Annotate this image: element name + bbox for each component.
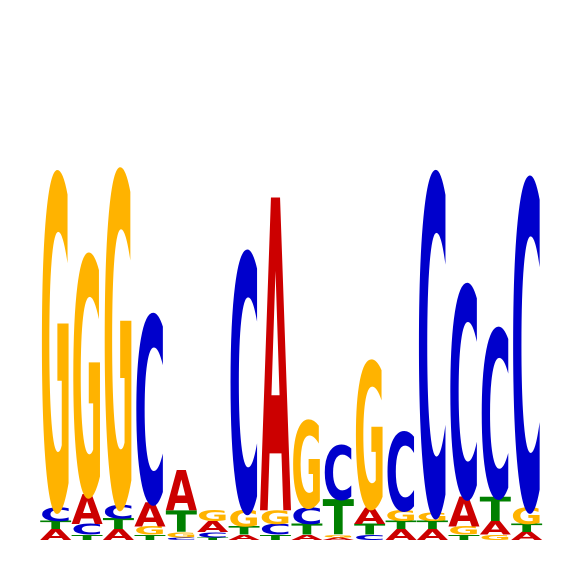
- logo-letter-G: G: [417, 511, 448, 524]
- logo-letter-C: C: [103, 501, 134, 523]
- logo-letter-G: G: [40, 86, 71, 566]
- logo-letter-C: C: [228, 186, 259, 566]
- logo-letter-C: C: [291, 504, 322, 530]
- logo-letter-A: A: [103, 527, 135, 544]
- logo-letter-T: T: [228, 524, 260, 537]
- logo-letter-A: A: [480, 518, 512, 539]
- logo-letter-T: T: [71, 533, 103, 542]
- logo-letter-A: A: [385, 527, 417, 544]
- logo-letter-T: T: [385, 519, 417, 532]
- logo-letter-T: T: [40, 519, 72, 532]
- logo-letter-A: A: [448, 488, 480, 536]
- logo-letter-A: A: [71, 486, 103, 534]
- logo-letter-T: T: [480, 491, 512, 529]
- logo-letter-G: G: [323, 534, 354, 538]
- logo-letter-G: G: [448, 524, 479, 537]
- logo-letter-C: C: [417, 85, 448, 566]
- logo-letter-T: T: [103, 516, 135, 533]
- logo-letter-C: C: [197, 531, 228, 539]
- logo-letter-T: T: [166, 505, 198, 539]
- logo-letter-T: T: [448, 533, 480, 542]
- logo-letter-G: G: [354, 323, 385, 555]
- logo-letter-C: C: [448, 230, 479, 566]
- logo-letter-T: T: [197, 537, 229, 541]
- logo-letter-G: G: [260, 507, 291, 529]
- logo-letter-T: T: [323, 491, 354, 547]
- logo-letter-G: G: [103, 84, 134, 566]
- logo-letter-C: C: [385, 412, 416, 537]
- logo-letter-T: T: [417, 519, 449, 532]
- logo-letter-C: C: [71, 521, 102, 539]
- logo-letter-C: C: [260, 521, 291, 539]
- logo-letter-T: T: [511, 522, 543, 535]
- logo-letter-G: G: [134, 524, 165, 537]
- logo-letter-A: A: [511, 530, 542, 543]
- logo-letter-G: G: [197, 507, 228, 524]
- logo-letter-G: G: [291, 397, 322, 536]
- logo-letter-C: C: [480, 284, 511, 551]
- logo-letter-A: A: [354, 503, 386, 529]
- logo-letter-C: C: [166, 537, 197, 541]
- logo-letter-A: A: [197, 519, 229, 536]
- logo-letter-A: A: [40, 527, 72, 544]
- logo-letter-C: C: [511, 92, 542, 566]
- logo-letter-A: A: [228, 533, 260, 542]
- logo-letter-A: A: [166, 460, 198, 524]
- logo-letter-T: T: [260, 533, 292, 542]
- logo-letter-T: T: [291, 521, 323, 538]
- logo-letter-C: C: [354, 533, 385, 541]
- logo-letter-T: T: [354, 521, 386, 538]
- logo-letter-T: T: [134, 533, 166, 542]
- logo-letter-G: G: [166, 531, 197, 540]
- logo-letter-G: G: [480, 533, 511, 542]
- logo-letter-A: A: [291, 533, 323, 542]
- logo-letter-A: A: [260, 112, 292, 566]
- logo-letter-C: C: [134, 266, 165, 563]
- logo-letter-G: G: [385, 507, 416, 524]
- logo-letter-A: A: [323, 537, 355, 541]
- logo-letter-C: C: [40, 504, 71, 526]
- logo-letter-G: G: [511, 504, 542, 530]
- logo-letter-G: G: [228, 507, 259, 533]
- logo-letter-G: G: [71, 192, 102, 566]
- logo-letter-A: A: [134, 496, 166, 535]
- logo-letter-A: A: [417, 527, 449, 544]
- logo-letter-C: C: [323, 432, 354, 518]
